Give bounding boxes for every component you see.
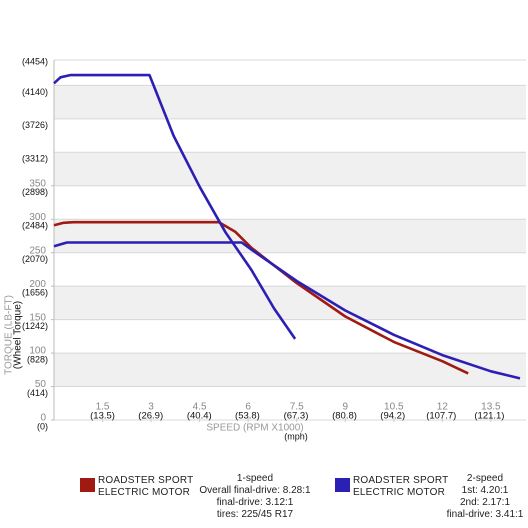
legend-item: ROADSTER SPORT ELECTRIC MOTOR 2-speed 1st:… [335, 473, 528, 523]
x-tick-label: 1.5 [96, 402, 110, 413]
y-tick-label: (4140) [22, 87, 48, 97]
x-tick-label: 3 [148, 402, 154, 413]
legend-label: ROADSTER SPORT ELECTRIC MOTOR [353, 475, 449, 498]
x2-tick-label: (53.8) [235, 411, 260, 422]
grid-band [54, 286, 526, 320]
y2-tick-label: 50 [35, 379, 47, 390]
legend-label: ROADSTER SPORT ELECTRIC MOTOR [98, 475, 194, 498]
x2-tick-label: (40.4) [187, 411, 212, 422]
series-line [53, 220, 469, 375]
legend-note: tires: 225/45 R17 [216, 509, 294, 520]
legend-note: 2nd: 2.17:1 [459, 497, 511, 508]
y-tick-label: (2070) [22, 254, 48, 264]
y2-tick-label: 0 [40, 413, 46, 424]
x-tick-label: 10.5 [384, 402, 404, 413]
y-tick-label: (3312) [22, 154, 48, 164]
x2-tick-label: (67.3) [284, 411, 309, 422]
legend-note: Overall final-drive: 8.28:1 [199, 485, 311, 496]
legend-note: 1st: 4.20:1 [461, 485, 509, 496]
y-tick-label: (4454) [22, 56, 48, 66]
x-tick-label: 4.5 [193, 402, 207, 413]
x-tick-label: 13.5 [481, 402, 501, 413]
x-tick-label: 7.5 [290, 402, 304, 413]
y2-tick-label: 200 [29, 279, 46, 290]
x2-tick-label: (121.1) [474, 411, 504, 422]
y-tick-label: (3726) [22, 120, 48, 130]
y2-tick-label: 150 [29, 312, 46, 323]
x2-tick-label: (80.8) [332, 411, 357, 422]
y-axis-title: (Wheel Torque) [13, 301, 24, 369]
y2-tick-label: 100 [29, 346, 46, 357]
x2-tick-label: (13.5) [90, 411, 115, 422]
y-tick-label: (1242) [22, 321, 48, 331]
grid-band [54, 152, 526, 186]
chart: (0) (414) (828) (1242) (1656) (2070) (2484) (28… [4, 56, 526, 441]
y-tick-label: (2484) [22, 221, 48, 231]
legend-swatch [80, 478, 95, 492]
y-tick-label: (0) [37, 421, 48, 431]
x2-tick-label: (26.9) [138, 411, 163, 422]
legend-note: 2-speed [466, 473, 504, 484]
legend-notes: 2-speed 1st: 4.20:1 2nd: 2.17:1 final-drive… [410, 473, 528, 521]
x2-axis-title: (mph) [284, 431, 308, 441]
x-axis-title: SPEED (RPM X1000) [206, 423, 303, 434]
series-line [53, 73, 297, 340]
grid-band [54, 85, 526, 119]
x-tick-label: 12 [437, 402, 449, 413]
y-tick-label: (1656) [22, 288, 48, 298]
x-tick-label: 9 [342, 402, 348, 413]
y2-tick-label: 350 [29, 178, 46, 189]
grid-band [54, 219, 526, 253]
y2-tick-label: 250 [29, 245, 46, 256]
grid-band [54, 353, 526, 387]
x-tick-label: 6 [245, 402, 251, 413]
y-tick-label: (414) [27, 388, 48, 398]
legend-note: 1-speed [236, 473, 274, 484]
y2-tick-label: 300 [29, 212, 46, 223]
x2-tick-label: (94.2) [380, 411, 405, 422]
y-tick-label: (828) [27, 354, 48, 364]
series-line [53, 241, 521, 380]
y-tick-label: (2898) [22, 187, 48, 197]
legend-note: final-drive: 3.12:1 [216, 497, 294, 508]
legend-item: ROADSTER SPORT ELECTRIC MOTOR 1-speed Over… [80, 473, 320, 523]
x2-tick-label: (107.7) [426, 411, 456, 422]
legend-swatch [335, 478, 350, 492]
legend-note: final-drive: 3.41:1 [446, 509, 524, 520]
legend-notes: 1-speed Overall final-drive: 8.28:1 final-… [180, 473, 330, 521]
y2-axis-title: TORQUE (LB-FT) [4, 295, 15, 375]
